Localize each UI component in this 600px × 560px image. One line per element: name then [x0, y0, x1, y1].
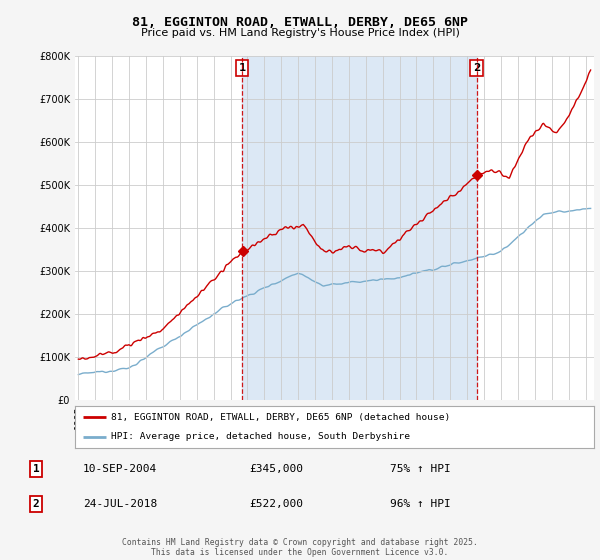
Text: Price paid vs. HM Land Registry's House Price Index (HPI): Price paid vs. HM Land Registry's House … — [140, 28, 460, 38]
Text: 1: 1 — [239, 63, 246, 73]
Text: 96% ↑ HPI: 96% ↑ HPI — [389, 499, 451, 509]
Text: 2: 2 — [473, 63, 481, 73]
Text: 1: 1 — [32, 464, 40, 474]
Text: £522,000: £522,000 — [249, 499, 303, 509]
Text: 81, EGGINTON ROAD, ETWALL, DERBY, DE65 6NP (detached house): 81, EGGINTON ROAD, ETWALL, DERBY, DE65 6… — [112, 413, 451, 422]
Text: Contains HM Land Registry data © Crown copyright and database right 2025.
This d: Contains HM Land Registry data © Crown c… — [122, 538, 478, 557]
Text: £345,000: £345,000 — [249, 464, 303, 474]
Text: HPI: Average price, detached house, South Derbyshire: HPI: Average price, detached house, Sout… — [112, 432, 410, 441]
Text: 81, EGGINTON ROAD, ETWALL, DERBY, DE65 6NP: 81, EGGINTON ROAD, ETWALL, DERBY, DE65 6… — [132, 16, 468, 29]
Bar — [242, 56, 476, 400]
Text: 10-SEP-2004: 10-SEP-2004 — [83, 464, 157, 474]
Text: 2: 2 — [32, 499, 40, 509]
Text: 75% ↑ HPI: 75% ↑ HPI — [389, 464, 451, 474]
Text: 24-JUL-2018: 24-JUL-2018 — [83, 499, 157, 509]
